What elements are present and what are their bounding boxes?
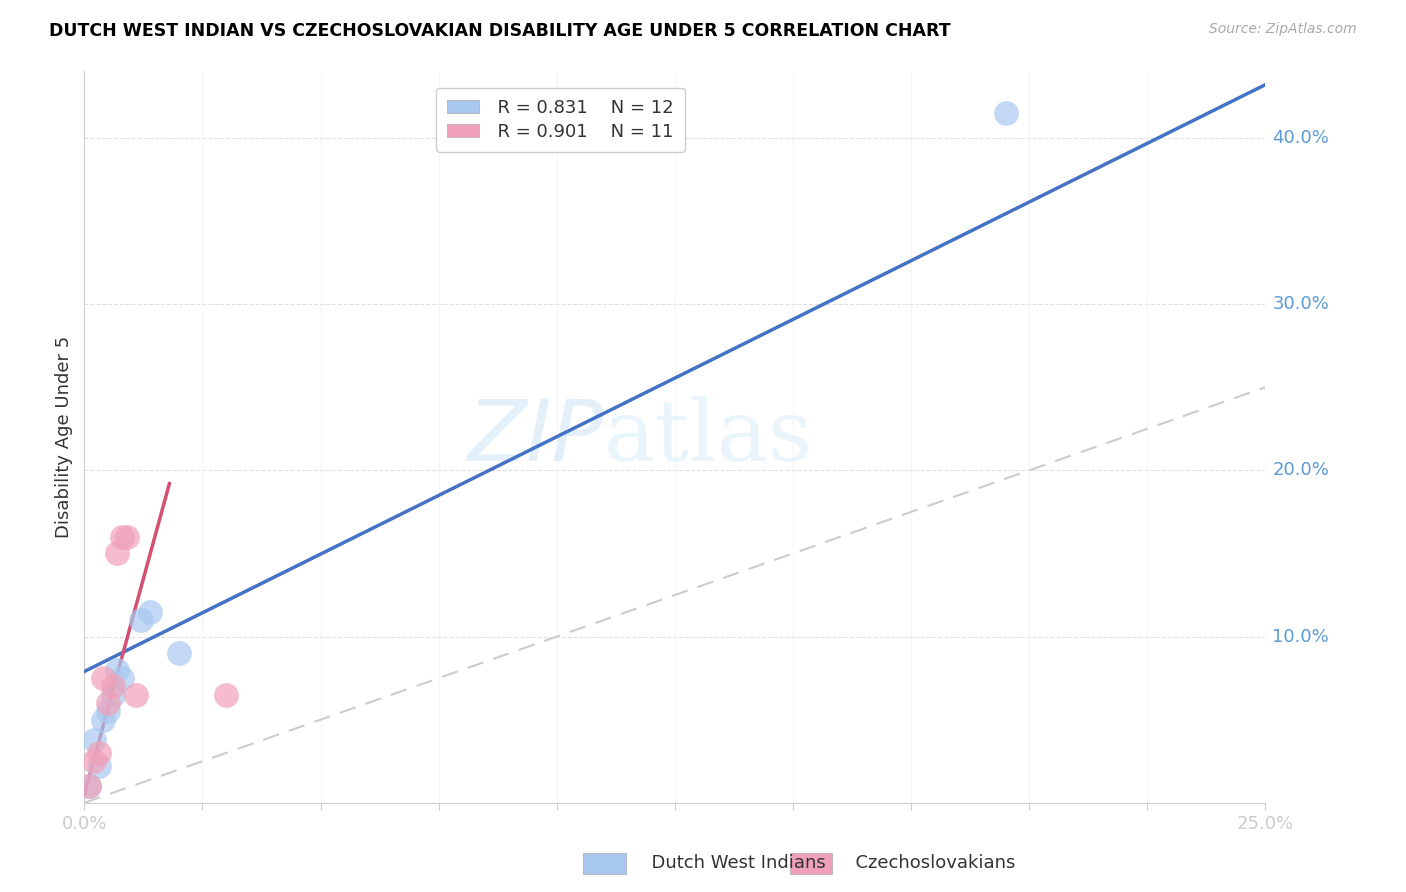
Text: 30.0%: 30.0%	[1272, 295, 1329, 313]
Point	[994, 106, 1017, 120]
Point	[101, 680, 124, 694]
Text: ZIP: ZIP	[468, 395, 605, 479]
Point	[129, 613, 152, 627]
Text: 10.0%: 10.0%	[1272, 628, 1329, 646]
Point	[125, 688, 148, 702]
Legend:   R = 0.831    N = 12,   R = 0.901    N = 11: R = 0.831 N = 12, R = 0.901 N = 11	[436, 87, 685, 152]
Text: DUTCH WEST INDIAN VS CZECHOSLOVAKIAN DISABILITY AGE UNDER 5 CORRELATION CHART: DUTCH WEST INDIAN VS CZECHOSLOVAKIAN DIS…	[49, 22, 950, 40]
Point	[83, 732, 105, 747]
Text: 20.0%: 20.0%	[1272, 461, 1329, 479]
Point	[139, 605, 162, 619]
Point	[101, 688, 124, 702]
Point	[77, 779, 100, 793]
Text: Source: ZipAtlas.com: Source: ZipAtlas.com	[1209, 22, 1357, 37]
Point	[215, 688, 238, 702]
Point	[91, 671, 114, 685]
Point	[107, 663, 129, 677]
Text: Dutch West Indians: Dutch West Indians	[640, 855, 825, 872]
Point	[87, 746, 110, 760]
Point	[97, 705, 120, 719]
Point	[97, 696, 120, 710]
Point	[83, 754, 105, 768]
Point	[111, 671, 134, 685]
Point	[77, 779, 100, 793]
Text: 40.0%: 40.0%	[1272, 128, 1329, 147]
Point	[115, 530, 138, 544]
Y-axis label: Disability Age Under 5: Disability Age Under 5	[55, 336, 73, 538]
Point	[111, 530, 134, 544]
Text: atlas: atlas	[605, 395, 813, 479]
Point	[91, 713, 114, 727]
Point	[167, 646, 190, 660]
Point	[107, 546, 129, 560]
Text: Czechoslovakians: Czechoslovakians	[844, 855, 1015, 872]
Point	[87, 759, 110, 773]
